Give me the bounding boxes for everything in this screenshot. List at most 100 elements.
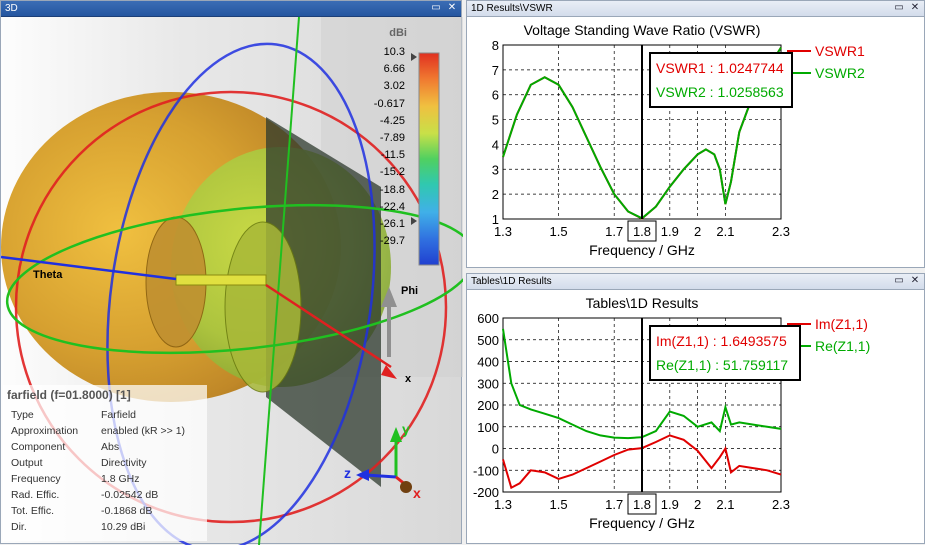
colorbar-tick-label: -0.617	[359, 98, 405, 110]
triad-x-label: x	[413, 485, 421, 501]
legend-label: Re(Z1,1)	[815, 338, 870, 354]
colorbar-tick-label: -7.89	[359, 132, 405, 144]
restore-button[interactable]: ▭	[429, 2, 443, 15]
colorbar-tick-label: -11.5	[359, 149, 405, 161]
legend-label: VSWR1	[815, 43, 865, 59]
marker-readout-text: Im(Z1,1) : 1.6493575	[656, 333, 787, 349]
y-tick-label: 4	[492, 137, 499, 152]
info-title: farfield (f=01.8000) [1]	[7, 388, 131, 402]
y-tick-label: 5	[492, 113, 499, 128]
x-tick-label: 1.9	[661, 224, 679, 239]
info-value: 1.8 GHz	[101, 473, 140, 485]
triad-y-label: y	[402, 421, 410, 437]
vswr-titlebar[interactable]: 1D Results\VSWR ▭ ✕	[467, 1, 924, 17]
y-tick-label: 200	[477, 398, 499, 413]
y-tick-label: 0	[492, 442, 499, 457]
x-tick-label: 2.1	[716, 224, 734, 239]
farfield-3d-panel[interactable]: 3D ▭ ✕	[0, 0, 462, 544]
marker-readout-text: VSWR2 : 1.0258563	[656, 84, 784, 100]
colorbar-tick-label: -4.25	[359, 115, 405, 127]
x-tick-label: 2	[694, 224, 701, 239]
colorbar-tick-label: -18.8	[359, 184, 405, 196]
y-tick-label: 300	[477, 376, 499, 391]
info-value: -0.02542 dB	[101, 489, 158, 501]
colorbar-unit: dBi	[361, 27, 407, 39]
info-value: Directivity	[101, 457, 147, 469]
y-tick-label: 100	[477, 420, 499, 435]
triad-z-label: z	[344, 465, 351, 481]
theta-label: Theta	[33, 269, 62, 281]
x-tick-label: 1.9	[661, 497, 679, 512]
y-tick-label: 6	[492, 88, 499, 103]
colorbar-tick-label: -26.1	[359, 218, 405, 230]
marker-value-label: 1.8	[633, 497, 651, 512]
farfield-info-box: farfield (f=01.8000) [1] Type Farfield App…	[3, 385, 207, 541]
info-value: Farfield	[101, 409, 136, 421]
info-key: Tot. Effic.	[11, 505, 54, 517]
marker-readout-text: Re(Z1,1) : 51.759117	[656, 357, 788, 373]
legend-label: Im(Z1,1)	[815, 316, 868, 332]
info-key: Type	[11, 409, 34, 421]
chart-title: Voltage Standing Wave Ratio (VSWR)	[524, 22, 761, 38]
info-value: -0.1868 dB	[101, 505, 152, 517]
colorbar-tick-label: -22.4	[359, 201, 405, 213]
panel-3d-titlebar[interactable]: 3D ▭ ✕	[1, 1, 461, 17]
x-tick-label: 1.7	[605, 224, 623, 239]
x-tick-label: 1.5	[550, 224, 568, 239]
x-tick-label: 2	[694, 497, 701, 512]
colorbar-tick-label: 6.66	[359, 63, 405, 75]
y-tick-label: 600	[477, 311, 499, 326]
vswr-panel-title: 1D Results\VSWR	[471, 3, 553, 14]
info-value: 10.29 dBi	[101, 521, 145, 533]
colorbar-tick-label: 10.3	[359, 46, 405, 58]
phi-label: Phi	[401, 285, 418, 297]
info-key: Component	[11, 441, 65, 453]
colorbar-tick-label: -15.2	[359, 166, 405, 178]
antenna-feed	[176, 275, 266, 285]
impedance-panel[interactable]: Tables\1D Results ▭ ✕ Tables\1D Results 1…	[466, 273, 925, 544]
y-tick-label: 1	[492, 212, 499, 227]
vswr-panel[interactable]: 1D Results\VSWR ▭ ✕ Voltage Standing Wav…	[466, 0, 925, 268]
y-tick-label: -100	[473, 463, 499, 478]
info-value: enabled (kR >> 1)	[101, 425, 185, 437]
colorbar	[419, 53, 439, 265]
chart-title: Tables\1D Results	[586, 295, 699, 311]
panel-3d-title: 3D	[5, 3, 18, 14]
x-tick-label: 2.1	[716, 497, 734, 512]
colorbar-tick-label: 3.02	[359, 80, 405, 92]
x-tick-label: 1.7	[605, 497, 623, 512]
info-key: Approximation	[11, 425, 78, 437]
close-button[interactable]: ✕	[908, 2, 922, 15]
table-titlebar[interactable]: Tables\1D Results ▭ ✕	[467, 274, 924, 290]
marker-readout-text: VSWR1 : 1.0247744	[656, 60, 784, 76]
marker-value-label: 1.8	[633, 224, 651, 239]
info-key: Rad. Effic.	[11, 489, 59, 501]
x-axis-label: Frequency / GHz	[589, 515, 695, 531]
x-tick-label: 2.3	[772, 224, 790, 239]
legend-label: VSWR2	[815, 65, 865, 81]
y-tick-label: 2	[492, 187, 499, 202]
antenna-disc-right	[225, 222, 301, 392]
y-tick-label: 3	[492, 162, 499, 177]
restore-button[interactable]: ▭	[892, 275, 906, 288]
close-button[interactable]: ✕	[908, 275, 922, 288]
info-key: Frequency	[11, 473, 61, 485]
y-tick-label: 8	[492, 38, 499, 53]
close-button[interactable]: ✕	[445, 2, 459, 15]
x-tick-label: 1.5	[550, 497, 568, 512]
x-tick-label: 2.3	[772, 497, 790, 512]
table-panel-title: Tables\1D Results	[471, 276, 552, 287]
restore-button[interactable]: ▭	[892, 2, 906, 15]
info-key: Dir.	[11, 521, 27, 533]
y-tick-label: -200	[473, 485, 499, 500]
y-tick-label: 7	[492, 63, 499, 78]
colorbar-tick-label: -29.7	[359, 235, 405, 247]
x-axis-label: x	[405, 373, 411, 385]
info-key: Output	[11, 457, 43, 469]
y-tick-label: 400	[477, 355, 499, 370]
info-value: Abs	[101, 441, 119, 453]
x-axis-label: Frequency / GHz	[589, 242, 695, 258]
y-tick-label: 500	[477, 333, 499, 348]
